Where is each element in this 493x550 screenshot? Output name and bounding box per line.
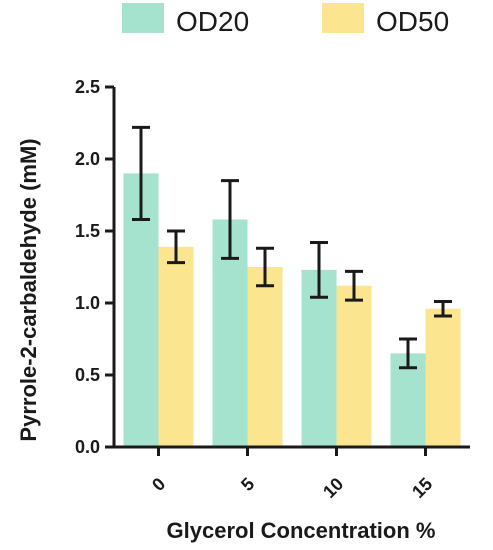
bar-od20-10	[301, 269, 337, 447]
x-tick-label-15: 15	[408, 474, 436, 502]
bar-od50-15	[425, 308, 461, 447]
y-tick-label-0.5: 0.5	[75, 365, 100, 385]
y-tick-label-1.5: 1.5	[75, 221, 100, 241]
x-tick-label-5: 5	[237, 474, 258, 495]
legend: OD20 OD50	[122, 3, 449, 37]
y-tick-label-0.0: 0.0	[75, 437, 100, 457]
legend-label-od20: OD20	[176, 6, 249, 37]
x-axis-title: Glycerol Concentration %	[167, 518, 436, 543]
bar-od50-10	[336, 285, 372, 447]
legend-label-od50: OD50	[376, 6, 449, 37]
x-tick-label-0: 0	[148, 474, 169, 495]
legend-swatch-od20	[122, 3, 164, 33]
bar-od50-0	[158, 246, 194, 447]
bar-od50-5	[247, 267, 283, 447]
legend-swatch-od50	[322, 3, 364, 33]
y-tick-label-2.0: 2.0	[75, 149, 100, 169]
y-tick-label-2.5: 2.5	[75, 77, 100, 97]
y-axis-title: Pyrrole-2-carbaldehyde (mM)	[16, 138, 41, 441]
x-tick-label-10: 10	[319, 474, 347, 502]
y-tick-label-1.0: 1.0	[75, 293, 100, 313]
plot-area: 0 5 10 15 0.0 0.5 1.0 1.5 2.0 2.5	[75, 77, 470, 502]
